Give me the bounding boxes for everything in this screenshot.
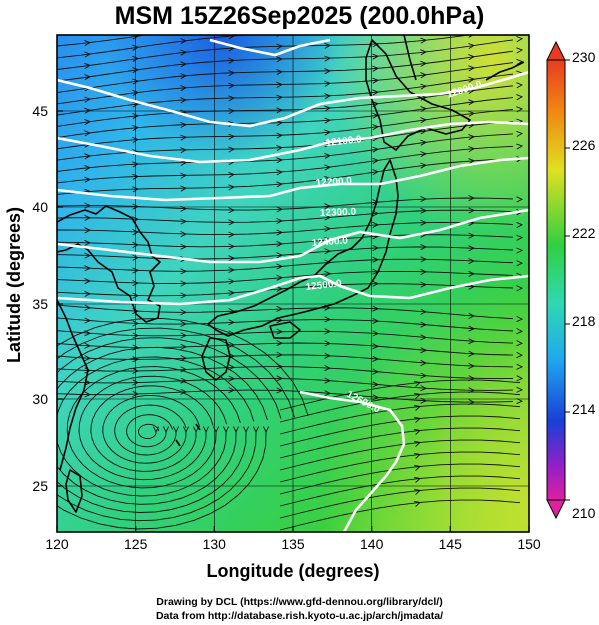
x-tick-label: 130 bbox=[203, 536, 227, 552]
y-tick-label: 35 bbox=[32, 296, 48, 312]
contour-label-12400: 12400.0 bbox=[311, 235, 348, 249]
colorbar-tick-label: 214 bbox=[572, 401, 596, 417]
colorbar: 230 226 222 218 214 210 bbox=[546, 40, 596, 521]
y-tick-label: 45 bbox=[32, 103, 48, 119]
colorbar-max-arrow bbox=[546, 40, 566, 61]
credit-line-data: Data from http://database.rish.kyoto-u.a… bbox=[155, 610, 444, 622]
x-axis-label: Longitude (degrees) bbox=[206, 561, 379, 581]
x-tick-label: 125 bbox=[124, 536, 148, 552]
contour-label-12100: 12100.0 bbox=[325, 134, 363, 149]
y-tick-label: 40 bbox=[32, 199, 48, 215]
credit-line-drawing: Drawing by DCL (https://www.gfd-dennou.o… bbox=[156, 596, 443, 608]
y-tick-label: 25 bbox=[32, 478, 48, 494]
colorbar-tick-label: 210 bbox=[572, 505, 596, 521]
tick-marks bbox=[56, 110, 530, 532]
x-tick-labels: 120 125 130 135 140 145 150 bbox=[45, 536, 541, 552]
x-tick-label: 145 bbox=[439, 536, 463, 552]
y-tick-labels: 25 30 35 40 45 bbox=[32, 103, 48, 494]
coastlines bbox=[57, 35, 525, 513]
x-tick-label: 150 bbox=[517, 536, 541, 552]
x-tick-label: 120 bbox=[45, 536, 69, 552]
x-tick-label: 135 bbox=[281, 536, 305, 552]
wind-streamlines bbox=[57, 35, 524, 531]
contour-label-12500: 12500.0 bbox=[305, 278, 343, 293]
y-axis-label: Latitude (degrees) bbox=[4, 207, 24, 363]
contour-label-12300: 12300.0 bbox=[320, 207, 357, 219]
y-tick-label: 30 bbox=[32, 391, 48, 407]
map-title: MSM 15Z26Sep2025 (200.0hPa) bbox=[114, 2, 485, 30]
colorbar-tick-label: 230 bbox=[572, 49, 596, 65]
contour-label-12200: 12200.0 bbox=[315, 175, 352, 189]
colorbar-tick-label: 226 bbox=[572, 137, 596, 153]
height-contours bbox=[57, 38, 529, 532]
colorbar-min-arrow bbox=[546, 499, 566, 520]
grid-lines bbox=[57, 35, 529, 532]
colorbar-tick-label: 222 bbox=[572, 225, 596, 241]
colorbar-tick-label: 218 bbox=[572, 313, 596, 329]
x-tick-label: 140 bbox=[360, 536, 384, 552]
